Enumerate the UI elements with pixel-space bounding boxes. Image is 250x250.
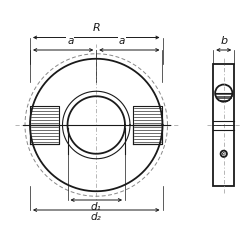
Text: d₂: d₂ — [91, 212, 102, 222]
Text: R: R — [92, 23, 100, 33]
Text: b: b — [220, 36, 227, 46]
Text: a: a — [67, 36, 73, 46]
Text: a: a — [119, 36, 125, 46]
Text: d₁: d₁ — [91, 202, 102, 212]
